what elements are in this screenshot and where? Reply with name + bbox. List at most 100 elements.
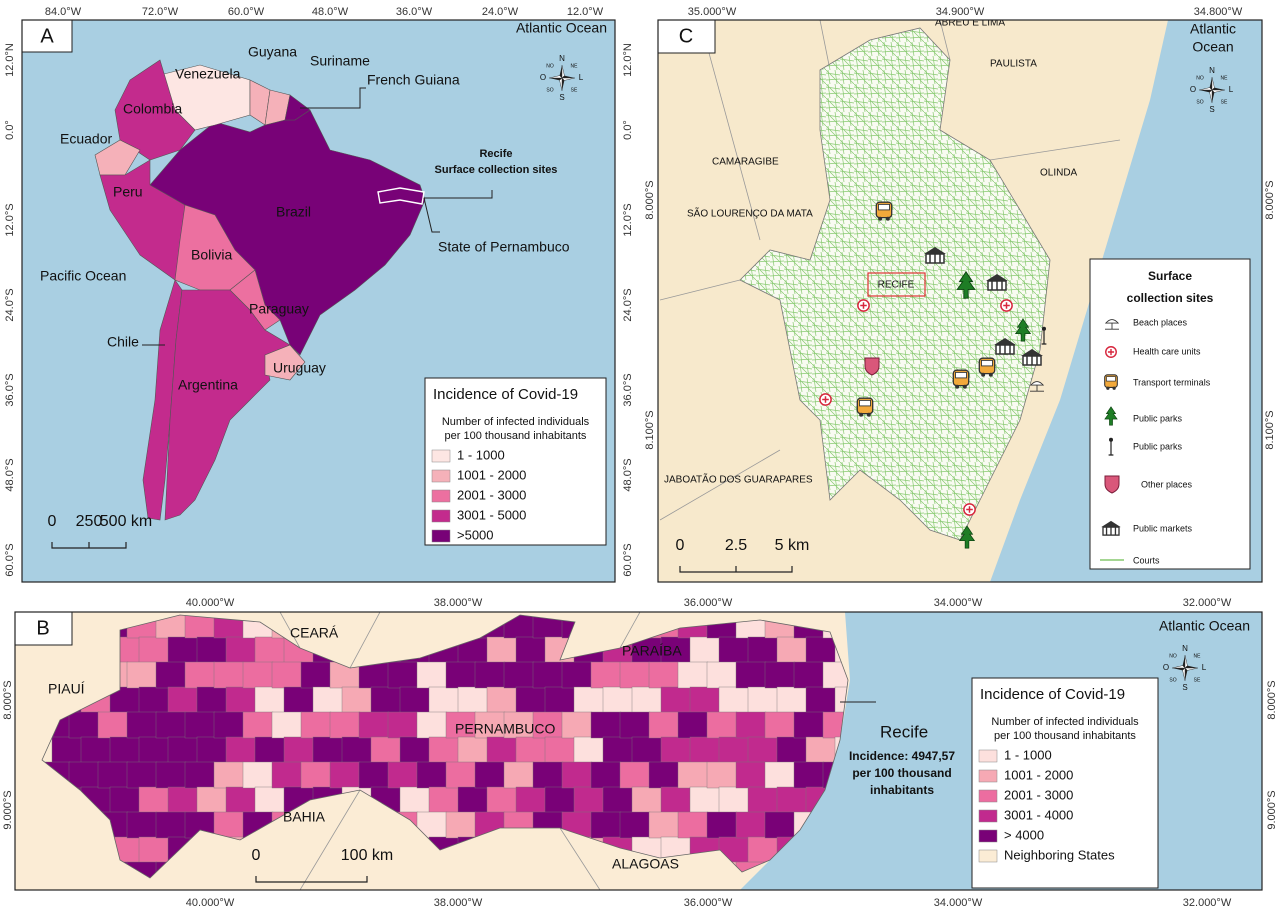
compass-letter: NO xyxy=(1196,75,1204,81)
municipality xyxy=(184,711,216,739)
transport-icon xyxy=(952,369,970,390)
municipality xyxy=(706,661,738,689)
place-label: SÃO LOURENÇO DA MATA xyxy=(687,207,813,220)
municipality xyxy=(254,686,286,714)
lon-tick-label: 34.800°W xyxy=(1194,6,1243,18)
municipality xyxy=(387,661,419,689)
compass-letter: NO xyxy=(546,63,554,69)
municipality xyxy=(561,761,593,789)
legend: Surface collection sites Beach places He… xyxy=(1089,258,1251,570)
municipality xyxy=(532,711,564,739)
municipality xyxy=(648,811,680,839)
compass-letter: N xyxy=(559,54,565,63)
municipality xyxy=(660,686,692,714)
municipality xyxy=(747,736,779,764)
lon-tick-label: 36.000°W xyxy=(684,897,733,909)
municipality xyxy=(329,761,361,789)
compass-letter: L xyxy=(579,73,584,82)
municipality xyxy=(167,736,199,764)
legend-swatch xyxy=(431,489,451,503)
legend-label: 2001 - 3000 xyxy=(1004,787,1073,802)
municipality xyxy=(254,786,286,814)
municipality xyxy=(416,761,448,789)
municipality xyxy=(242,711,274,739)
legend-label: Public parks xyxy=(1133,441,1183,451)
municipality xyxy=(486,686,518,714)
municipality xyxy=(486,786,518,814)
municipality xyxy=(109,736,141,764)
municipality xyxy=(474,661,506,689)
legend-swatch xyxy=(978,769,998,783)
place-label: Atlantic xyxy=(1190,21,1236,37)
place-label: French Guiana xyxy=(367,72,460,88)
compass-letter: N xyxy=(1182,644,1188,653)
place-label: RECIFE xyxy=(878,280,915,291)
lon-tick-label: 32.000°W xyxy=(1183,597,1232,609)
compass-letter: S xyxy=(1209,105,1214,114)
municipality xyxy=(532,761,564,789)
legend-swatch xyxy=(431,449,451,463)
lat-tick-label: 48.0°S xyxy=(622,458,634,491)
municipality xyxy=(312,686,344,714)
compass: N S L ONO NE SO SE xyxy=(1190,66,1234,114)
legend-swatch xyxy=(431,469,451,483)
health-icon xyxy=(963,503,976,516)
municipality xyxy=(793,661,825,689)
legend-subtitle: per 100 thousand inhabitants xyxy=(994,730,1136,742)
municipality xyxy=(271,661,303,689)
legend-label: > 4000 xyxy=(1004,827,1044,842)
legend-label: 3001 - 5000 xyxy=(457,507,526,522)
municipality xyxy=(515,686,547,714)
place-label: Paraguay xyxy=(249,301,309,317)
legend: Incidence of Covid-19 Number of infected … xyxy=(971,677,1159,889)
municipality xyxy=(776,736,808,764)
compass-letter: S xyxy=(559,93,564,102)
annotation: inhabitants xyxy=(870,783,934,797)
municipality xyxy=(805,736,837,764)
municipality xyxy=(416,711,448,739)
lon-tick-label: 40.000°W xyxy=(186,897,235,909)
municipality xyxy=(805,636,837,664)
municipality xyxy=(561,711,593,739)
uruguay xyxy=(264,344,306,381)
place-label: Guyana xyxy=(248,44,297,60)
graticule-labels: 84.0°W 72.0°W 60.0°W 48.0°W 36.0°W 24.0°W 12.0… xyxy=(4,6,634,577)
scale-line xyxy=(51,542,127,549)
place-label: Ocean xyxy=(1192,39,1233,55)
annotation: Recife xyxy=(880,722,928,741)
municipality xyxy=(242,661,274,689)
lat-tick-label: 8.000°S xyxy=(1264,180,1276,219)
municipality xyxy=(138,736,170,764)
legend-swatch xyxy=(431,529,451,543)
municipality xyxy=(747,786,779,814)
health-icon xyxy=(819,393,832,406)
scale-line xyxy=(255,876,368,883)
legend-swatch xyxy=(978,829,998,843)
municipality xyxy=(590,661,622,689)
legend-label: Beach places xyxy=(1133,317,1188,327)
panel-label-box xyxy=(22,20,73,53)
compass-letter: SO xyxy=(1196,99,1203,105)
municipality xyxy=(648,711,680,739)
compass-letter: SE xyxy=(1194,677,1201,683)
municipality xyxy=(167,786,199,814)
scale-label: 250 xyxy=(76,513,103,530)
municipality xyxy=(445,761,477,789)
municipality xyxy=(358,711,390,739)
place-label: Bolivia xyxy=(191,247,232,263)
compass-letter: S xyxy=(1182,683,1187,692)
legend-label: 2001 - 3000 xyxy=(457,487,526,502)
municipality xyxy=(573,736,605,764)
place-label: CEARÁ xyxy=(290,625,339,641)
municipality xyxy=(428,686,460,714)
place-label: Uruguay xyxy=(273,360,326,376)
lon-tick-label: 12.0°W xyxy=(567,6,604,18)
scale-line xyxy=(679,566,793,573)
municipality xyxy=(196,636,228,664)
place-label: JABOATÃO DOS GUARAPARES xyxy=(664,473,813,486)
lat-tick-label: 8.000°S xyxy=(644,180,656,219)
lat-tick-label: 8.000°S xyxy=(2,680,14,719)
french-guiana xyxy=(284,94,311,121)
municipality xyxy=(747,636,779,664)
municipality xyxy=(428,786,460,814)
